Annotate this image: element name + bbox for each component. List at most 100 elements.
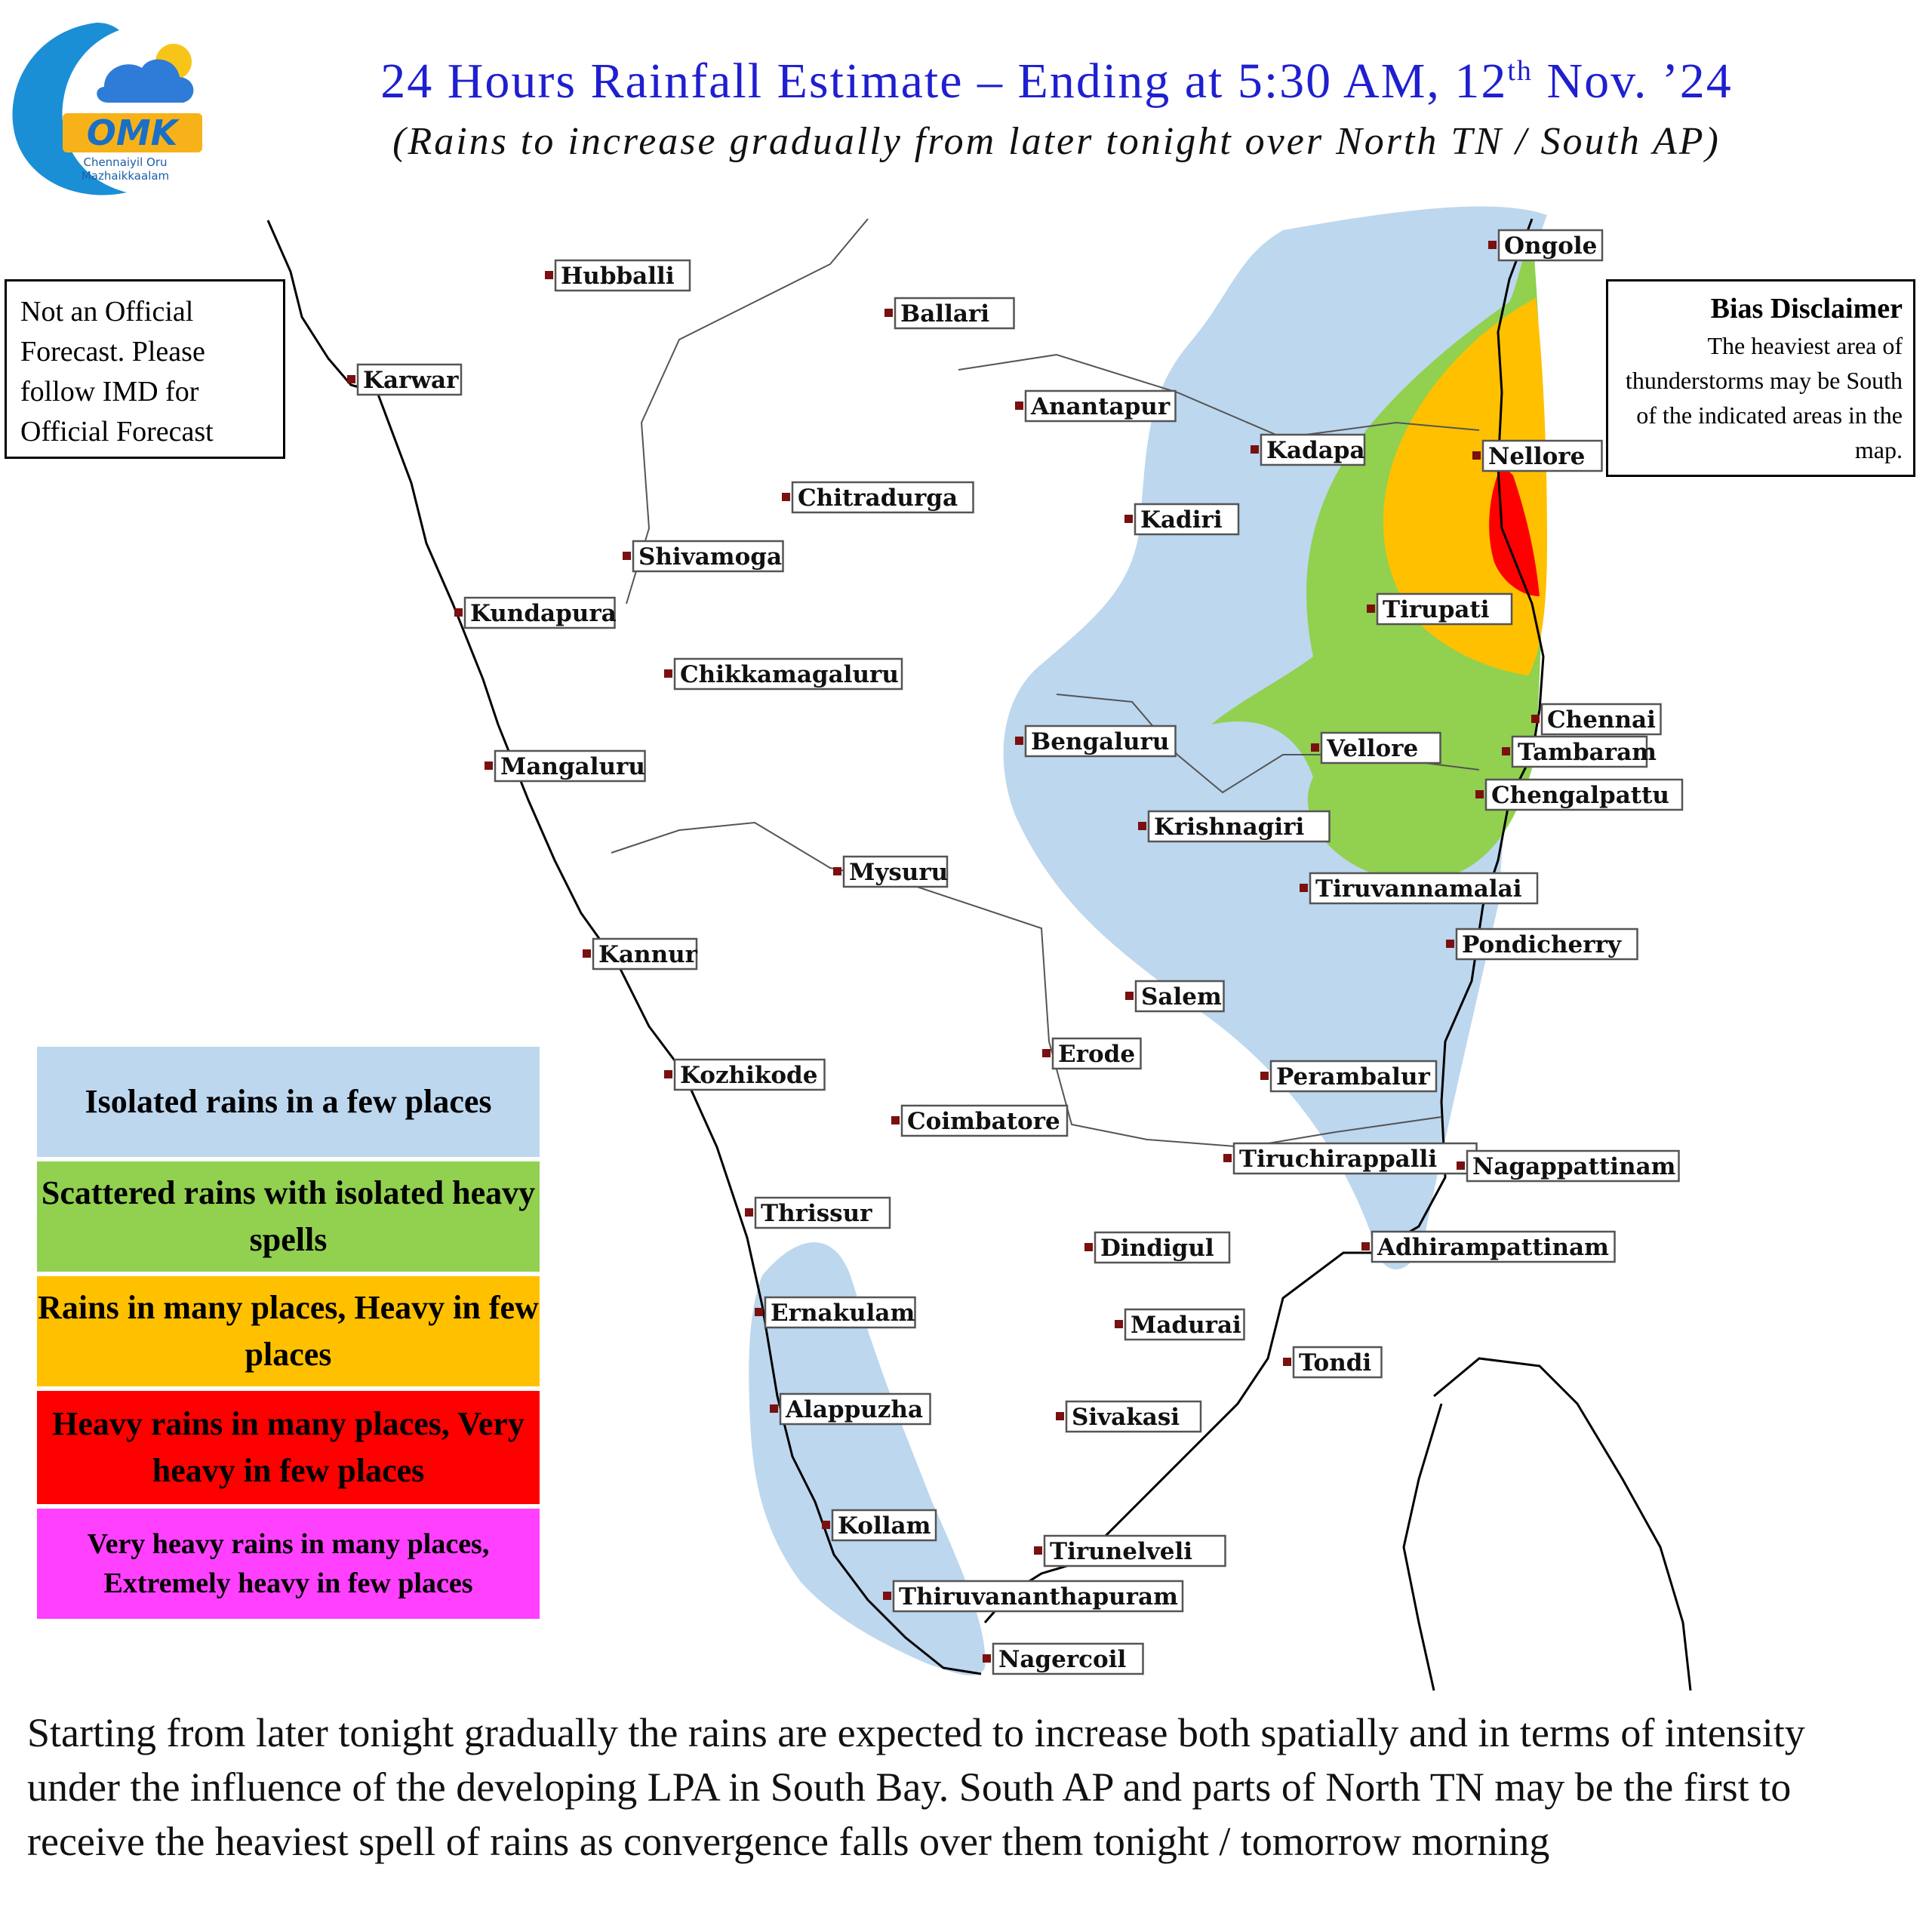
city-label: Tondi [1299, 1349, 1371, 1377]
city-label: Hubballi [561, 263, 675, 290]
city-nagercoil: Nagercoil [983, 1642, 1144, 1675]
city-label: Salem [1141, 983, 1222, 1011]
city-marker [1138, 822, 1146, 830]
city-mangaluru: Mangaluru [485, 749, 646, 783]
logo-graphic: OMK Chennaiyil Oru Mazhaikkaalam [12, 23, 202, 195]
city-salem: Salem [1125, 980, 1225, 1013]
legend-label: Isolated rains in a few places [85, 1083, 492, 1120]
city-marker [891, 1116, 900, 1124]
city-marker [664, 1070, 672, 1078]
city-tirunelveli: Tirunelveli [1034, 1534, 1226, 1567]
omk-logo: OMK Chennaiyil Oru Mazhaikkaalam [6, 15, 210, 204]
city-label: Dindigul [1100, 1235, 1214, 1262]
sri-lanka-coast [1402, 1357, 1692, 1691]
city-label: Bengaluru [1031, 728, 1169, 755]
city-coimbatore: Coimbatore [891, 1104, 1069, 1137]
city-label: Alappuzha [785, 1396, 923, 1423]
city-label: Karwar [363, 367, 459, 394]
city-label-box [1094, 1231, 1231, 1264]
city-label: Chengalpattu [1491, 782, 1669, 809]
city-label-box [356, 363, 463, 396]
city-tirupati: Tirupati [1367, 592, 1513, 626]
city-label: Kadapa [1266, 437, 1365, 464]
city-marker [1361, 1242, 1370, 1251]
city-label-box [673, 1058, 826, 1091]
city-marker [1084, 1243, 1093, 1251]
krishna-river [626, 218, 869, 605]
city-marker [883, 1592, 891, 1600]
city-anantapur: Anantapur [1015, 389, 1177, 423]
city-marker [755, 1308, 763, 1316]
city-label: Krishnagiri [1154, 814, 1304, 841]
city-marker [1015, 737, 1023, 745]
city-label: Ernakulam [771, 1300, 915, 1327]
city-marker [1251, 445, 1259, 454]
city-label-box [1260, 433, 1366, 466]
city-sivakasi: Sivakasi [1056, 1400, 1202, 1433]
city-label-box [1511, 735, 1648, 768]
city-chengalpattu: Chengalpattu [1475, 778, 1684, 811]
legend-item-isolated: Isolated rains in a few places [35, 1044, 542, 1159]
city-dindigul: Dindigul [1084, 1231, 1231, 1264]
city-label: Tirupati [1383, 596, 1490, 623]
city-label-box [1320, 731, 1441, 764]
logo-wordmark: OMK [87, 112, 180, 153]
city-label: Thrissur [761, 1200, 872, 1227]
city-label-box [554, 259, 691, 292]
city-label-box [1309, 872, 1539, 905]
city-label: Adhirampattinam [1377, 1234, 1609, 1261]
city-label: Kozhikode [680, 1062, 817, 1089]
city-label: Tiruvannamalai [1315, 875, 1522, 903]
city-pondicherry: Pondicherry [1446, 928, 1638, 961]
footer-description: Starting from later tonight gradually th… [27, 1710, 1805, 1864]
city-label: Nagappattinam [1472, 1153, 1676, 1180]
city-label-box [1134, 503, 1240, 536]
city-marker [1475, 790, 1484, 798]
city-label: Shivamoga [638, 543, 782, 571]
city-adhirampattinam: Adhirampattinam [1361, 1230, 1616, 1263]
legend-label: Heavy rains in many places, Very heavy i… [52, 1405, 525, 1489]
city-label: Ballari [900, 300, 989, 328]
legend-item-scattered: Scattered rains with isolated heavy spel… [35, 1159, 542, 1274]
legend-label: Scattered rains with isolated heavy spel… [41, 1174, 536, 1258]
city-label-box [754, 1196, 891, 1229]
legend-label: Very heavy rains in many places, Extreme… [87, 1528, 490, 1599]
city-label: Erode [1058, 1041, 1135, 1068]
city-marker [1311, 743, 1319, 752]
city-label: Chennai [1547, 706, 1656, 734]
city-marker [1300, 884, 1308, 892]
city-label-box [1371, 1230, 1616, 1263]
title-sup: th [1507, 55, 1533, 87]
city-marker [1367, 605, 1375, 613]
city-label: Tiruchirappalli [1239, 1146, 1437, 1173]
city-marker [1125, 992, 1134, 1000]
city-madurai: Madurai [1115, 1308, 1245, 1341]
city-label-box [842, 855, 949, 888]
city-label-box [1481, 439, 1603, 472]
city-tiruchirappalli: Tiruchirappalli [1223, 1142, 1478, 1175]
city-label-box [1024, 724, 1177, 758]
city-marker [884, 309, 893, 317]
city-krishnagiri: Krishnagiri [1138, 810, 1331, 843]
city-marker [1472, 451, 1481, 460]
city-kadiri: Kadiri [1124, 503, 1240, 536]
legend-label: Rains in many places, Heavy in few place… [38, 1289, 539, 1373]
city-perambalur: Perambalur [1260, 1060, 1438, 1093]
city-label: Sivakasi [1072, 1404, 1180, 1431]
legend-item-heavy: Heavy rains in many places, Very heavy i… [35, 1389, 542, 1506]
city-marker [454, 608, 463, 617]
city-label-box [764, 1296, 916, 1329]
city-label-box [831, 1509, 937, 1542]
city-ongole: Ongole [1488, 229, 1604, 262]
city-label: Madurai [1131, 1312, 1241, 1339]
zone-many-places [1383, 298, 1547, 675]
city-marker [1446, 940, 1454, 948]
city-chitradurga: Chitradurga [782, 481, 974, 514]
city-label: Tirunelveli [1050, 1538, 1192, 1565]
city-label-box [779, 1392, 931, 1426]
city-marker [485, 761, 493, 770]
bias-text: The heaviest area of thunderstorms may b… [1625, 332, 1903, 463]
city-shivamoga: Shivamoga [623, 540, 784, 573]
city-label: Mangaluru [500, 753, 645, 780]
